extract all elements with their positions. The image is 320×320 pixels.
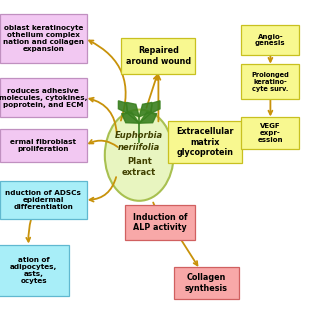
- Polygon shape: [139, 112, 157, 123]
- Text: ation of
adipocytes,
asts,
ocytes: ation of adipocytes, asts, ocytes: [10, 257, 57, 284]
- Polygon shape: [150, 101, 160, 114]
- Text: Euphorbia: Euphorbia: [115, 132, 163, 140]
- FancyBboxPatch shape: [174, 267, 239, 300]
- FancyBboxPatch shape: [0, 180, 86, 220]
- Text: nduction of ADSCs
epidermal
differentiation: nduction of ADSCs epidermal differentiat…: [5, 190, 81, 210]
- FancyBboxPatch shape: [0, 14, 86, 63]
- FancyBboxPatch shape: [0, 78, 86, 117]
- Text: VEGF
expr-
ession: VEGF expr- ession: [258, 123, 283, 143]
- FancyBboxPatch shape: [242, 117, 300, 149]
- FancyBboxPatch shape: [125, 205, 195, 240]
- Text: Plant: Plant: [127, 157, 152, 166]
- FancyBboxPatch shape: [0, 244, 69, 296]
- FancyBboxPatch shape: [0, 129, 86, 162]
- Ellipse shape: [105, 109, 173, 201]
- Text: Collagen
synthesis: Collagen synthesis: [185, 274, 228, 293]
- Text: extract: extract: [122, 168, 156, 177]
- Text: oblast keratinocyte
othelium complex
nation and collagen
expansion: oblast keratinocyte othelium complex nat…: [3, 25, 84, 52]
- Text: neriifolia: neriifolia: [118, 143, 160, 152]
- Polygon shape: [118, 101, 128, 114]
- Text: Repaired
around wound: Repaired around wound: [126, 46, 191, 66]
- Text: ermal fibroblast
proliferation: ermal fibroblast proliferation: [10, 139, 76, 152]
- Text: roduces adhesive
molecules, cytokines,
poprotein, and ECM: roduces adhesive molecules, cytokines, p…: [0, 88, 87, 108]
- Text: Angio-
genesis: Angio- genesis: [255, 34, 286, 46]
- Text: Induction of
ALP activity: Induction of ALP activity: [133, 213, 187, 232]
- FancyBboxPatch shape: [242, 64, 300, 99]
- Text: Prolonged
keratino-
cyte surv.: Prolonged keratino- cyte surv.: [252, 72, 289, 92]
- Polygon shape: [126, 102, 139, 117]
- Polygon shape: [139, 102, 152, 117]
- Polygon shape: [122, 112, 139, 123]
- FancyBboxPatch shape: [242, 25, 300, 54]
- FancyBboxPatch shape: [168, 121, 242, 163]
- Text: Extracellular
matrix
glycoprotein: Extracellular matrix glycoprotein: [176, 127, 234, 157]
- FancyBboxPatch shape: [122, 38, 195, 74]
